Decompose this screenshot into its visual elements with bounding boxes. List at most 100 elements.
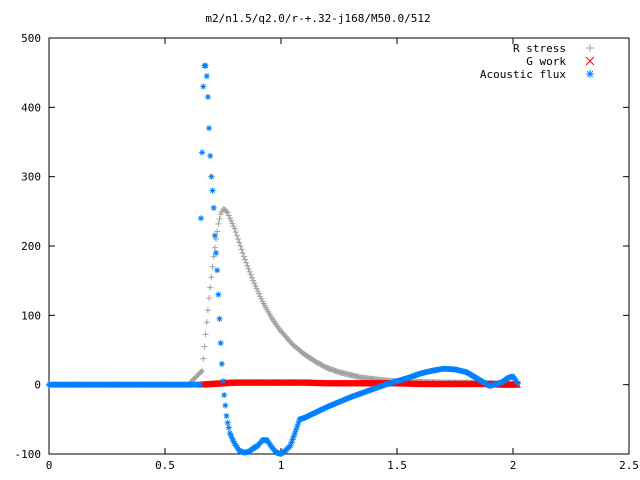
data-point <box>221 392 228 399</box>
data-point <box>223 412 230 419</box>
data-point <box>229 220 236 227</box>
plot-frame <box>48 37 630 455</box>
data-point <box>216 215 223 222</box>
y-tick-label: 400 <box>21 101 41 114</box>
data-point <box>202 331 209 338</box>
data-point <box>215 291 222 298</box>
data-point <box>230 223 237 230</box>
data-point <box>210 253 217 260</box>
data-point <box>246 268 253 275</box>
data-point <box>224 419 231 426</box>
data-point <box>255 290 262 297</box>
data-point <box>225 424 232 431</box>
x-tick-label: 0 <box>46 459 53 472</box>
data-point <box>253 285 260 292</box>
data-point <box>211 244 218 251</box>
data-point <box>216 315 223 322</box>
data-point <box>258 295 265 302</box>
data-point <box>214 228 221 235</box>
data-point <box>204 307 211 314</box>
data-point <box>208 274 215 281</box>
y-tick-label: -100 <box>15 448 42 461</box>
legend-marker <box>585 56 595 66</box>
legend-label: R stress <box>513 42 566 55</box>
series-2 <box>46 62 521 457</box>
data-series <box>46 62 521 457</box>
data-point <box>209 187 216 194</box>
data-point <box>217 340 224 347</box>
data-point <box>220 378 226 385</box>
data-point <box>211 232 218 239</box>
data-point <box>245 265 252 272</box>
chart-title: m2/n1.5/q2.0/r-+.32-j168/M50.0/512 <box>205 12 430 25</box>
data-point <box>237 243 244 249</box>
data-point <box>210 204 217 211</box>
data-point <box>251 280 258 287</box>
data-point <box>201 343 208 350</box>
legend-marker <box>586 44 594 52</box>
data-point <box>196 381 203 388</box>
x-tick-label: 2.5 <box>619 459 639 472</box>
data-point <box>197 215 204 222</box>
data-point <box>240 253 247 260</box>
legend-label: Acoustic flux <box>480 68 566 81</box>
y-tick-label: 100 <box>21 309 41 322</box>
data-point <box>233 232 240 239</box>
data-point <box>218 360 225 367</box>
data-point <box>236 239 243 246</box>
data-point <box>226 215 233 222</box>
data-point <box>252 282 259 289</box>
data-point <box>244 262 251 269</box>
data-point <box>232 229 239 236</box>
data-point <box>242 256 249 263</box>
data-point <box>254 288 261 295</box>
data-point <box>235 236 242 243</box>
data-point <box>289 436 296 443</box>
data-point <box>200 83 207 90</box>
x-tick-label: 0.5 <box>155 459 175 472</box>
data-point <box>514 380 521 387</box>
data-point <box>215 220 222 227</box>
legend-label: G work <box>526 55 566 68</box>
legend-marker <box>586 70 594 78</box>
data-point <box>197 368 204 375</box>
y-tick-label: 0 <box>34 379 41 392</box>
data-point <box>209 263 216 270</box>
y-tick-label: 200 <box>21 240 41 253</box>
series-0 <box>46 206 521 388</box>
data-point <box>214 267 221 274</box>
data-point <box>249 274 255 281</box>
data-point <box>238 246 245 253</box>
data-point <box>257 293 264 300</box>
data-point <box>199 367 206 374</box>
y-tick-label: 500 <box>21 32 41 45</box>
data-point <box>200 355 207 362</box>
data-point <box>206 295 213 301</box>
data-point <box>202 62 209 69</box>
data-point <box>224 209 231 216</box>
data-point <box>243 259 250 266</box>
data-point <box>199 149 206 156</box>
data-point <box>222 402 229 409</box>
data-point <box>223 208 230 215</box>
data-point <box>207 152 214 159</box>
data-point <box>213 249 220 256</box>
axes: 0 0.5 1 1.5 2 2.5 -100 0 100 200 300 400 500 <box>15 32 639 472</box>
data-point <box>228 217 235 224</box>
data-point <box>203 73 210 80</box>
data-point <box>206 125 213 132</box>
x-tick-label: 1 <box>278 459 285 472</box>
data-point <box>239 249 246 256</box>
data-point <box>207 284 214 291</box>
data-point <box>204 93 211 100</box>
data-point <box>208 173 215 180</box>
data-point <box>250 277 257 284</box>
data-point <box>203 319 210 326</box>
series-1 <box>198 379 521 389</box>
x-tick-label: 1.5 <box>387 459 407 472</box>
data-point <box>225 212 232 219</box>
y-tick-label: 300 <box>21 171 41 184</box>
data-point <box>247 271 254 278</box>
